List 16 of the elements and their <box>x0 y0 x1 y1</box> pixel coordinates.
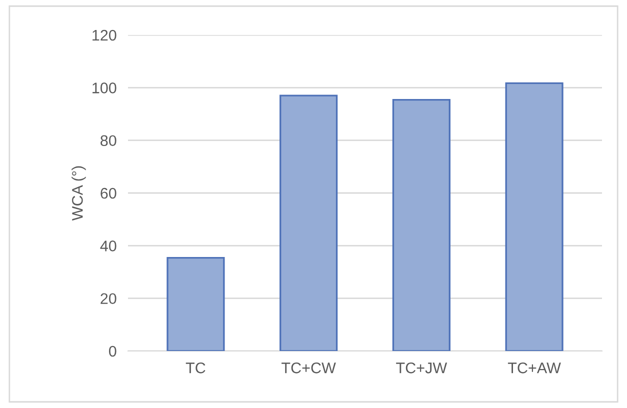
bar <box>280 94 338 351</box>
bar <box>392 98 450 351</box>
y-axis-title: WCA (°) <box>72 166 86 221</box>
x-tick-label: TC+JW <box>396 362 448 374</box>
y-tick-label: 0 <box>108 346 116 357</box>
y-tick-label: 20 <box>100 293 116 304</box>
y-tick-label: 120 <box>92 30 116 41</box>
y-tick-label: 60 <box>100 188 116 199</box>
y-tick-label: 80 <box>100 135 116 146</box>
x-tick-label: TC+CW <box>282 362 336 374</box>
y-tick-label: 100 <box>92 82 116 94</box>
bar <box>166 256 225 351</box>
x-tick-label: TC <box>186 362 206 374</box>
bar <box>505 82 564 351</box>
x-tick-label: TC+AW <box>508 362 561 374</box>
y-tick-label: 40 <box>100 240 116 252</box>
